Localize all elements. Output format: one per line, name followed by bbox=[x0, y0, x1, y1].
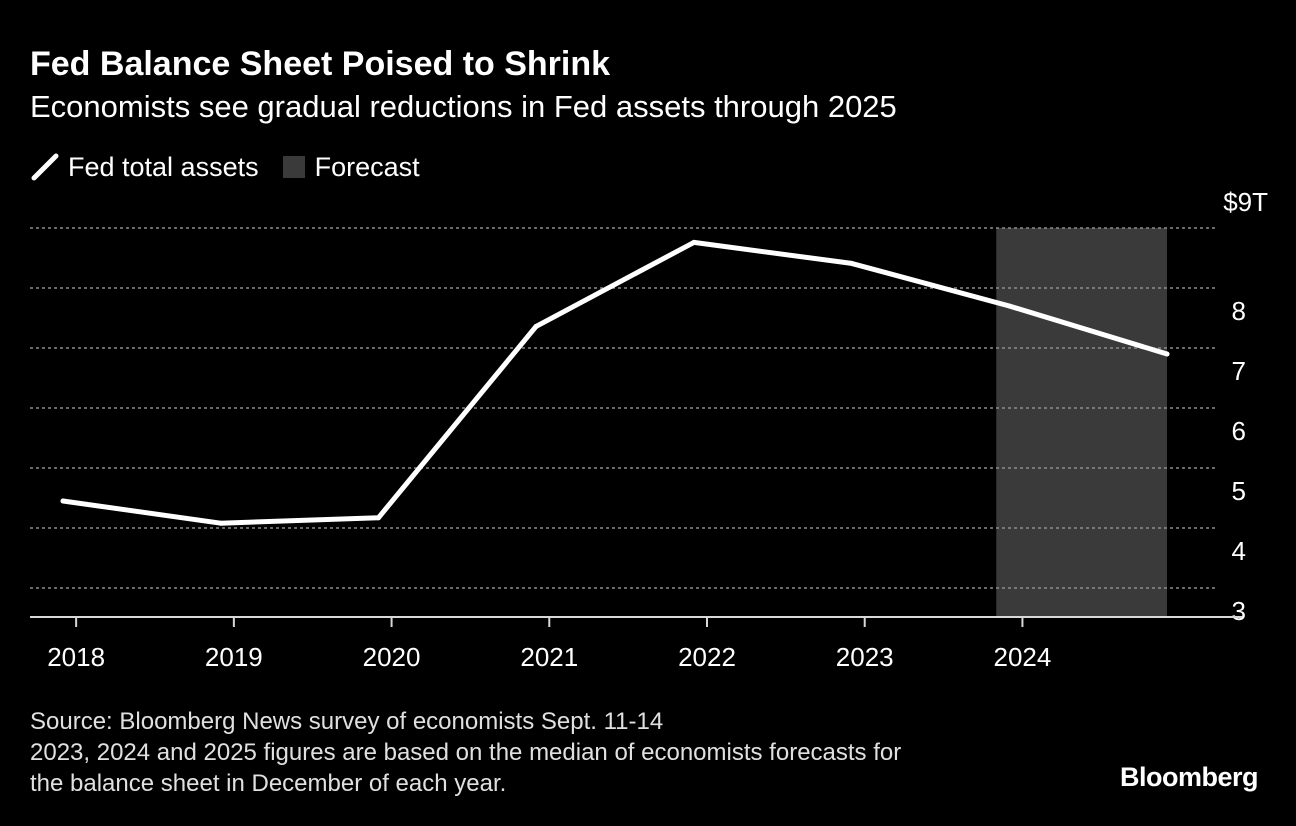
y-tick-label: 8 bbox=[1232, 296, 1246, 326]
source-note: Source: Bloomberg News survey of economi… bbox=[30, 706, 1030, 799]
x-tick-label: 2024 bbox=[994, 642, 1052, 672]
x-tick-label: 2018 bbox=[47, 642, 105, 672]
y-tick-label: 4 bbox=[1232, 536, 1246, 566]
data-point bbox=[218, 520, 224, 526]
y-tick-label: 6 bbox=[1232, 416, 1246, 446]
x-tick-label: 2023 bbox=[836, 642, 894, 672]
x-tick-label: 2022 bbox=[678, 642, 736, 672]
legend-line-icon bbox=[31, 153, 59, 181]
footnote-line: 2023, 2024 and 2025 figures are based on… bbox=[30, 739, 902, 766]
footnote-line: the balance sheet in December of each ye… bbox=[30, 770, 507, 797]
legend-item-forecast: Forecast bbox=[282, 151, 420, 183]
x-tick-label: 2021 bbox=[520, 642, 578, 672]
data-point bbox=[60, 498, 66, 504]
chart-title: Fed Balance Sheet Poised to Shrink bbox=[30, 45, 611, 83]
legend-label-forecast: Forecast bbox=[314, 151, 420, 182]
data-point bbox=[1006, 303, 1012, 309]
x-tick-label: 2020 bbox=[363, 642, 421, 672]
data-point bbox=[1164, 351, 1170, 357]
data-point bbox=[691, 239, 697, 245]
y-tick-label: $9T bbox=[1223, 187, 1268, 217]
series-line-fed-total-assets bbox=[60, 239, 1170, 526]
forecast-band bbox=[996, 228, 1167, 617]
legend-item-fed-total-assets: Fed total assets bbox=[30, 152, 259, 183]
y-tick-label: 7 bbox=[1232, 356, 1246, 386]
bloomberg-logo: Bloomberg bbox=[1119, 762, 1259, 792]
legend-label-fed-total-assets: Fed total assets bbox=[68, 151, 259, 182]
legend-forecast-swatch bbox=[282, 156, 305, 178]
y-tick-label: 3 bbox=[1232, 596, 1246, 626]
data-point bbox=[375, 515, 381, 521]
source-line: Source: Bloomberg News survey of economi… bbox=[30, 708, 664, 735]
x-tick-label: 2019 bbox=[205, 642, 263, 672]
chart-subtitle: Economists see gradual reductions in Fed… bbox=[30, 89, 897, 124]
chart-legend: Fed total assets Forecast bbox=[30, 147, 444, 187]
data-point bbox=[849, 260, 855, 266]
y-tick-label: 5 bbox=[1232, 476, 1246, 506]
data-point bbox=[533, 323, 539, 329]
